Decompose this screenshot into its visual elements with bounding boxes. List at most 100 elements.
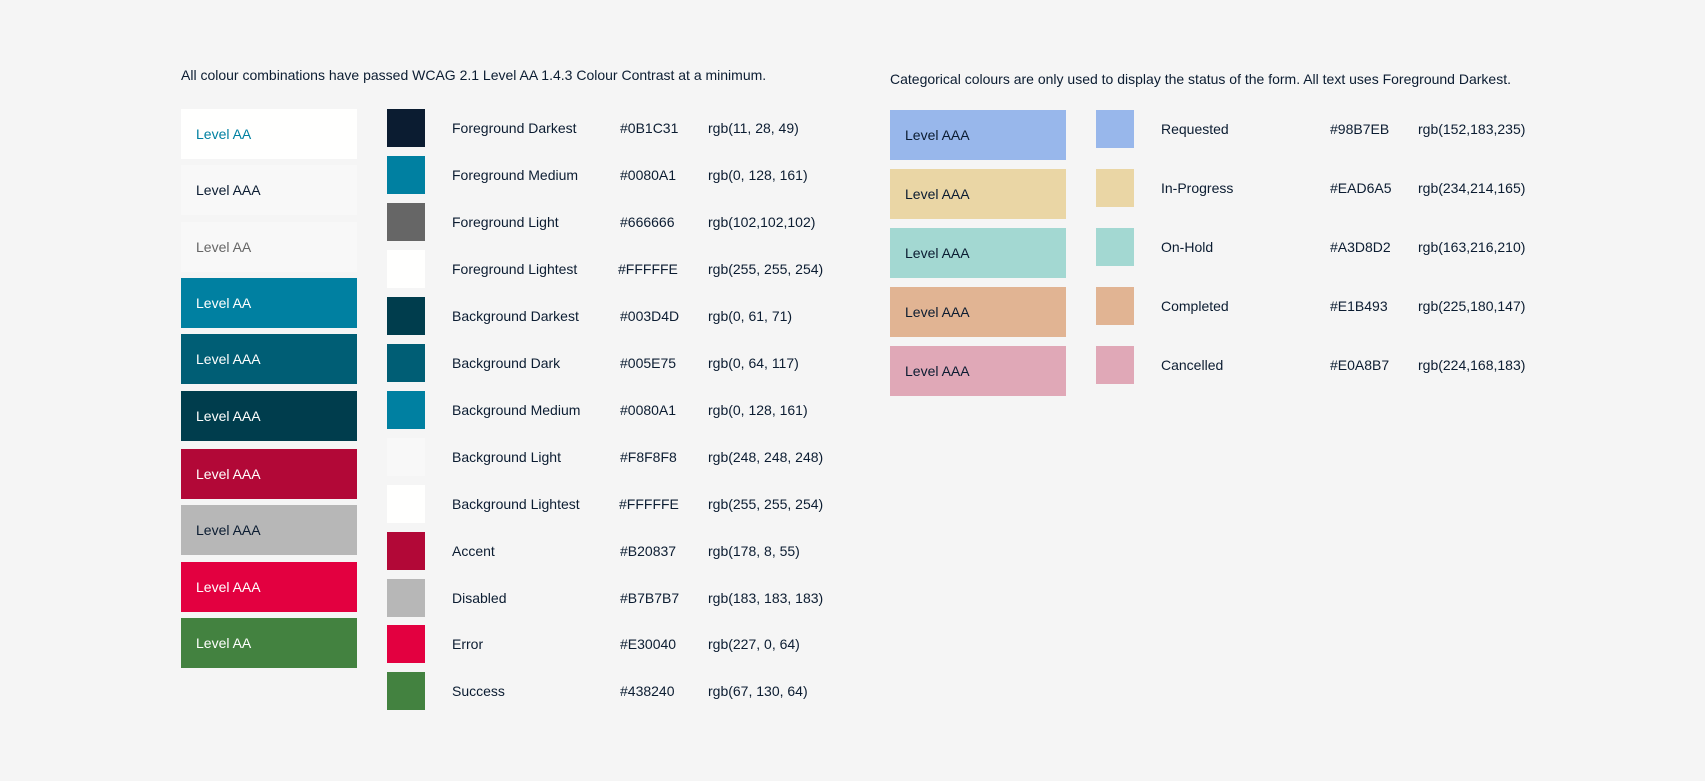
colour-name: Accent (452, 543, 495, 559)
colour-swatch (387, 391, 425, 429)
colour-swatch (387, 297, 425, 335)
contrast-sample: Level AAA (181, 391, 357, 441)
colour-hex: #A3D8D2 (1330, 239, 1391, 255)
colour-hex: #98B7EB (1330, 121, 1390, 137)
sample-label: Level AAA (905, 304, 970, 320)
palette-row: Accent #B20837 rgb(178, 8, 55) (387, 532, 867, 570)
sample-label: Level AAA (905, 127, 970, 143)
colour-name: Foreground Darkest (452, 120, 577, 136)
sample-label: Level AAA (196, 579, 261, 595)
categorical-sample: Level AAA (890, 169, 1066, 219)
palette-row: Background Medium #0080A1 rgb(0, 128, 161) (387, 391, 867, 429)
colour-swatch (387, 485, 425, 523)
status-name: On-Hold (1161, 239, 1214, 255)
colour-rgb: rgb(234,214,165) (1418, 180, 1526, 196)
colour-swatch (387, 109, 425, 147)
sample-label: Level AAA (196, 182, 261, 198)
colour-hex: #FFFFFE (619, 496, 679, 512)
contrast-sample: Level AAA (181, 562, 357, 612)
categorical-sample: Level AAA (890, 287, 1066, 337)
colour-swatch (387, 203, 425, 241)
contrast-sample: Level AAA (181, 165, 357, 215)
colour-swatch (387, 579, 425, 617)
colour-hex: #EAD6A5 (1330, 180, 1392, 196)
categorical-sample: Level AAA (890, 228, 1066, 278)
colour-rgb: rgb(67, 130, 64) (708, 683, 808, 699)
palette-row: Background Lightest #FFFFFE rgb(255, 255, … (387, 485, 867, 523)
colour-name: Success (452, 683, 505, 699)
colour-swatch (1096, 228, 1134, 266)
colour-swatch (387, 672, 425, 710)
contrast-sample: Level AA (181, 278, 357, 328)
categorical-sample: Level AAA (890, 346, 1066, 396)
colour-swatch (387, 625, 425, 663)
colour-rgb: rgb(0, 128, 161) (708, 402, 808, 418)
colour-name: Foreground Light (452, 214, 559, 230)
intro-text-right: Categorical colours are only used to dis… (890, 71, 1511, 87)
sample-label: Level AA (196, 126, 252, 142)
colour-rgb: rgb(248, 248, 248) (708, 449, 824, 465)
palette-row: Background Dark #005E75 rgb(0, 64, 117) (387, 344, 867, 382)
colour-swatch (387, 438, 425, 476)
colour-rgb: rgb(0, 64, 117) (708, 355, 799, 371)
colour-swatch (387, 250, 425, 288)
sample-label: Level AAA (905, 363, 970, 379)
colour-rgb: rgb(0, 61, 71) (708, 308, 793, 324)
colour-name: Background Lightest (452, 496, 580, 512)
colour-hex: #0080A1 (620, 167, 677, 183)
contrast-sample: Level AA (181, 618, 357, 668)
colour-hex: #0B1C31 (620, 120, 679, 136)
status-name: Completed (1161, 298, 1229, 314)
sample-label: Level AA (196, 239, 252, 255)
sample-label: Level AAA (196, 408, 261, 424)
colour-swatch (387, 532, 425, 570)
sample-label: Level AAA (905, 186, 970, 202)
colour-name: Background Dark (452, 355, 561, 371)
colour-swatch (1096, 346, 1134, 384)
colour-hex: #FFFFFE (618, 261, 678, 277)
colour-rgb: rgb(255, 255, 254) (708, 496, 824, 512)
palette-row: Background Darkest #003D4D rgb(0, 61, 71) (387, 297, 867, 335)
colour-rgb: rgb(227, 0, 64) (708, 636, 800, 652)
colour-name: Error (452, 636, 484, 652)
colour-name: Background Medium (452, 402, 581, 418)
colour-hex: #003D4D (620, 308, 680, 324)
categorical-row: Cancelled #E0A8B7 rgb(224,168,183) (1096, 346, 1546, 384)
colour-hex: #B7B7B7 (620, 590, 680, 606)
colour-hex: #438240 (620, 683, 675, 699)
colour-name: Background Darkest (452, 308, 579, 324)
colour-swatch (387, 156, 425, 194)
colour-rgb: rgb(224,168,183) (1418, 357, 1526, 373)
contrast-sample: Level AAA (181, 505, 357, 555)
categorical-row: Requested #98B7EB rgb(152,183,235) (1096, 110, 1546, 148)
colour-rgb: rgb(152,183,235) (1418, 121, 1526, 137)
colour-hex: #B20837 (620, 543, 677, 559)
colour-hex: #E30040 (620, 636, 677, 652)
palette-row: Foreground Light #666666 rgb(102,102,102) (387, 203, 867, 241)
colour-swatch (1096, 110, 1134, 148)
colour-rgb: rgb(225,180,147) (1418, 298, 1526, 314)
categorical-row: In-Progress #EAD6A5 rgb(234,214,165) (1096, 169, 1546, 207)
colour-name: Background Light (452, 449, 561, 465)
categorical-row: Completed #E1B493 rgb(225,180,147) (1096, 287, 1546, 325)
colour-hex: #F8F8F8 (620, 449, 677, 465)
colour-rgb: rgb(255, 255, 254) (708, 261, 824, 277)
sample-label: Level AAA (196, 351, 261, 367)
contrast-sample: Level AAA (181, 449, 357, 499)
sample-label: Level AA (196, 635, 252, 651)
contrast-sample: Level AA (181, 109, 357, 159)
colour-rgb: rgb(183, 183, 183) (708, 590, 824, 606)
status-name: Requested (1161, 121, 1229, 137)
status-name: In-Progress (1161, 180, 1234, 196)
colour-name: Foreground Lightest (452, 261, 578, 277)
categorical-sample: Level AAA (890, 110, 1066, 160)
palette-row: Success #438240 rgb(67, 130, 64) (387, 672, 867, 710)
intro-text-left: All colour combinations have passed WCAG… (181, 67, 767, 83)
colour-swatch (387, 344, 425, 382)
colour-rgb: rgb(11, 28, 49) (708, 120, 799, 136)
palette-row: Foreground Medium #0080A1 rgb(0, 128, 161) (387, 156, 867, 194)
sample-label: Level AAA (905, 245, 970, 261)
colour-name: Foreground Medium (452, 167, 579, 183)
sample-label: Level AAA (196, 522, 261, 538)
palette-row: Foreground Darkest #0B1C31 rgb(11, 28, 49) (387, 109, 867, 147)
